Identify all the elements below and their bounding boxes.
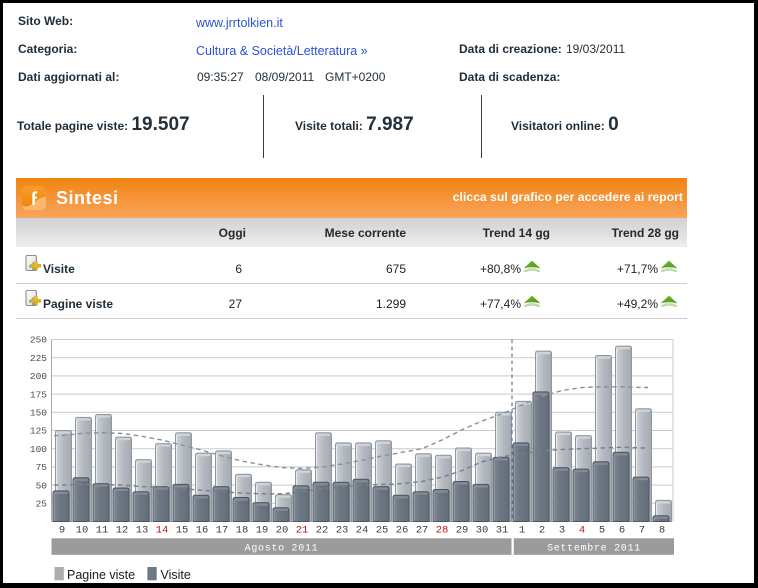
svg-text:25: 25 [376, 525, 389, 537]
svg-text:27: 27 [416, 525, 429, 537]
svg-text:3: 3 [559, 525, 565, 537]
svg-text:14: 14 [156, 525, 169, 537]
svg-text:17: 17 [216, 525, 229, 537]
svg-text:22: 22 [316, 525, 329, 537]
svg-text:8: 8 [659, 525, 665, 537]
svg-text:125: 125 [30, 426, 47, 437]
svg-text:4: 4 [579, 525, 585, 537]
svg-text:24: 24 [356, 525, 369, 537]
svg-text:250: 250 [30, 335, 47, 346]
svg-text:13: 13 [136, 525, 149, 537]
svg-text:16: 16 [196, 525, 209, 537]
svg-text:175: 175 [30, 389, 47, 400]
svg-text:28: 28 [436, 525, 449, 537]
svg-text:Visite: Visite [161, 568, 191, 582]
svg-text:150: 150 [30, 408, 47, 419]
svg-text:11: 11 [96, 525, 109, 537]
svg-text:18: 18 [236, 525, 249, 537]
svg-text:50: 50 [36, 480, 48, 491]
svg-text:10: 10 [76, 525, 89, 537]
svg-text:15: 15 [176, 525, 189, 537]
svg-text:29: 29 [456, 525, 469, 537]
svg-text:6: 6 [619, 525, 625, 537]
svg-text:20: 20 [276, 525, 289, 537]
svg-text:21: 21 [296, 525, 309, 537]
svg-text:Settembre 2011: Settembre 2011 [547, 542, 641, 554]
svg-text:Agosto 2011: Agosto 2011 [245, 543, 319, 554]
svg-text:30: 30 [476, 525, 489, 537]
svg-text:1: 1 [519, 525, 525, 537]
svg-text:31: 31 [496, 525, 509, 537]
svg-text:12: 12 [116, 525, 129, 537]
svg-text:200: 200 [30, 371, 47, 382]
svg-text:2: 2 [539, 525, 545, 537]
svg-text:75: 75 [36, 462, 48, 473]
svg-text:5: 5 [599, 525, 605, 537]
svg-text:23: 23 [336, 525, 349, 537]
svg-text:9: 9 [59, 525, 65, 537]
svg-text:Pagine viste: Pagine viste [67, 568, 135, 582]
svg-text:7: 7 [639, 525, 645, 537]
svg-text:225: 225 [30, 353, 47, 364]
svg-text:26: 26 [396, 525, 409, 537]
svg-text:19: 19 [256, 525, 269, 537]
svg-text:100: 100 [30, 444, 47, 455]
svg-text:25: 25 [36, 499, 48, 510]
